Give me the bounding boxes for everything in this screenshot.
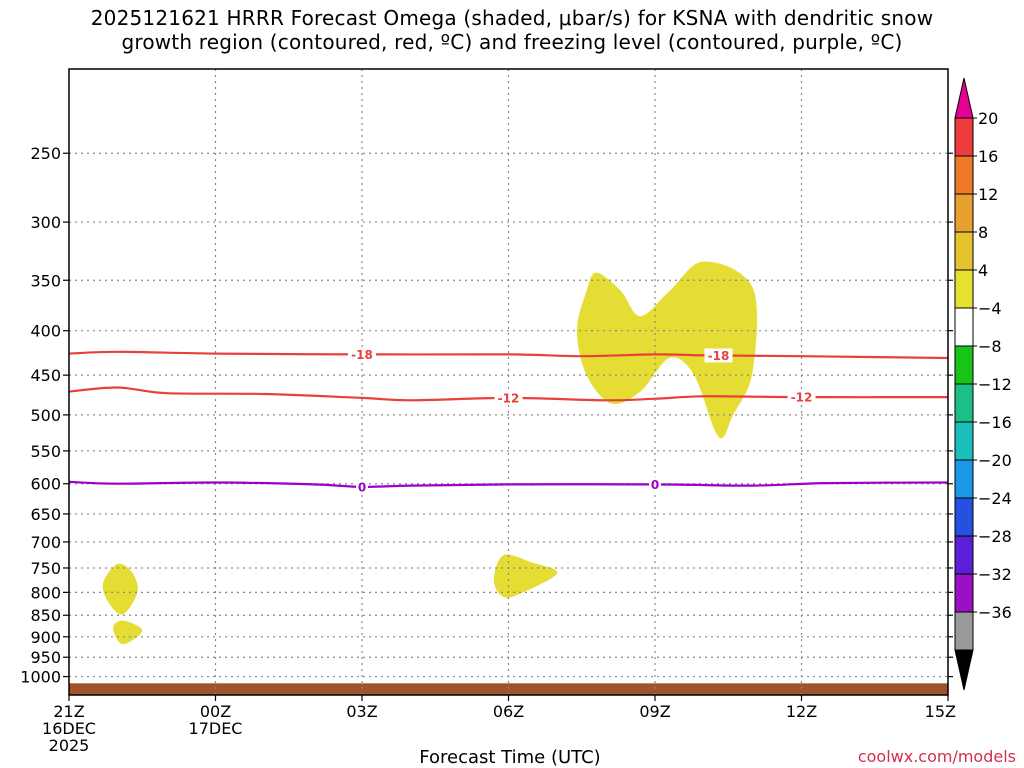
- contour-label--12: -12: [791, 391, 813, 405]
- colorbar-segment: [954, 155, 974, 195]
- contour-label-0: 0: [358, 480, 366, 494]
- x-tick-label: 15Z: [925, 702, 956, 721]
- x-tick-label: 2025: [49, 736, 90, 755]
- y-tick-label: 1000: [20, 668, 61, 687]
- grid-lines: [69, 69, 948, 695]
- x-tick-label: 17DEC: [189, 719, 243, 738]
- colorbar-segment: [954, 497, 974, 537]
- title-line-1: 2025121621 HRRR Forecast Omega (shaded, …: [90, 6, 934, 30]
- x-tick-label: 00Z: [200, 702, 231, 721]
- contour-line-0: [68, 480, 949, 489]
- omega-region-4: [493, 554, 558, 598]
- contour-label--12: -12: [498, 391, 520, 405]
- contour-line--18: [68, 350, 949, 360]
- site-credit: coolwx.com/models: [857, 747, 1016, 766]
- colorbar-segment: [954, 421, 974, 461]
- colorbar-segment: [954, 307, 974, 347]
- colorbar-segment: [954, 345, 974, 385]
- ground-surface: [69, 683, 948, 695]
- x-tick-label: 21Z: [53, 702, 84, 721]
- contour-label-bg: [494, 390, 523, 405]
- colorbar-bottom-arrow: [954, 649, 974, 691]
- y-tick-label: 350: [30, 271, 61, 290]
- omega-colorbar: 20 16 12 8 4 −4 −8 −12 −16 −20 −24 −28 −32 −36: [954, 77, 1012, 691]
- x-tick-label: 06Z: [493, 702, 524, 721]
- omega-region-2: [102, 563, 138, 615]
- y-tick-label: 550: [30, 442, 61, 461]
- colorbar-segment: [954, 193, 974, 233]
- colorbar-label: −20: [978, 451, 1012, 470]
- colorbar-label: −24: [978, 489, 1012, 508]
- y-tick-label: 800: [30, 583, 61, 602]
- colorbar-label: 20: [978, 109, 998, 128]
- colorbar-segment: [954, 231, 974, 271]
- colorbar-label: −36: [978, 603, 1012, 622]
- temperature-contours: -18 -18 -12 -12 0 0: [68, 347, 949, 494]
- contour-label-bg: [787, 390, 816, 405]
- colorbar-segment: [954, 573, 974, 613]
- y-tick-label: 400: [30, 322, 61, 341]
- omega-region-3: [113, 620, 143, 645]
- x-tick-label: 12Z: [786, 702, 817, 721]
- contour-label--18: -18: [351, 348, 373, 362]
- x-tick-label: 03Z: [346, 702, 377, 721]
- x-axis-label: Forecast Time (UTC): [419, 747, 601, 768]
- y-axis-ticks: 250 300 350 400 450 500 550 600 650 700 750 800 850 9…: [20, 144, 953, 687]
- chart-title: 2025121621 HRRR Forecast Omega (shaded, …: [0, 6, 1024, 54]
- colorbar-label: −12: [978, 375, 1012, 394]
- colorbar-label: −4: [978, 299, 1002, 318]
- colorbar-segment: [954, 611, 974, 651]
- colorbar-label: −32: [978, 565, 1012, 584]
- y-tick-label: 300: [30, 213, 61, 232]
- colorbar-label: −16: [978, 413, 1012, 432]
- colorbar-label: 4: [978, 261, 988, 280]
- y-tick-label: 850: [30, 606, 61, 625]
- colorbar-label: 8: [978, 223, 988, 242]
- y-tick-label: 950: [30, 648, 61, 667]
- y-tick-label: 900: [30, 628, 61, 647]
- omega-region-1: [576, 261, 758, 439]
- colorbar-segment: [954, 535, 974, 575]
- y-tick-label: 650: [30, 505, 61, 524]
- contour-label-bg: [704, 348, 733, 363]
- y-tick-label: 250: [30, 144, 61, 163]
- y-tick-label: 750: [30, 559, 61, 578]
- contour-label-0: 0: [651, 478, 659, 492]
- colorbar-label: −8: [978, 337, 1002, 356]
- contour-label-bg: [649, 477, 661, 492]
- contour-label-bg: [356, 479, 368, 494]
- colorbar-label: 12: [978, 185, 998, 204]
- colorbar-top-arrow: [954, 77, 974, 119]
- x-tick-label: 16DEC: [42, 719, 96, 738]
- colorbar-segment: [954, 383, 974, 423]
- colorbar-label: −28: [978, 527, 1012, 546]
- y-tick-label: 500: [30, 406, 61, 425]
- contour-label-bg: [348, 347, 376, 362]
- x-tick-label: 09Z: [639, 702, 670, 721]
- omega-shaded-regions: [102, 261, 758, 645]
- colorbar-segment: [954, 117, 974, 157]
- colorbar-segment: [954, 269, 974, 309]
- colorbar-label: 16: [978, 147, 998, 166]
- contour-line--12: [68, 386, 949, 402]
- ground-layer: [69, 683, 948, 695]
- y-tick-label: 700: [30, 533, 61, 552]
- y-tick-label: 450: [30, 366, 61, 385]
- y-tick-label: 600: [30, 475, 61, 494]
- title-line-2: growth region (contoured, red, ºC) and f…: [121, 30, 903, 54]
- contour-label--18: -18: [708, 349, 730, 363]
- colorbar-segment: [954, 459, 974, 499]
